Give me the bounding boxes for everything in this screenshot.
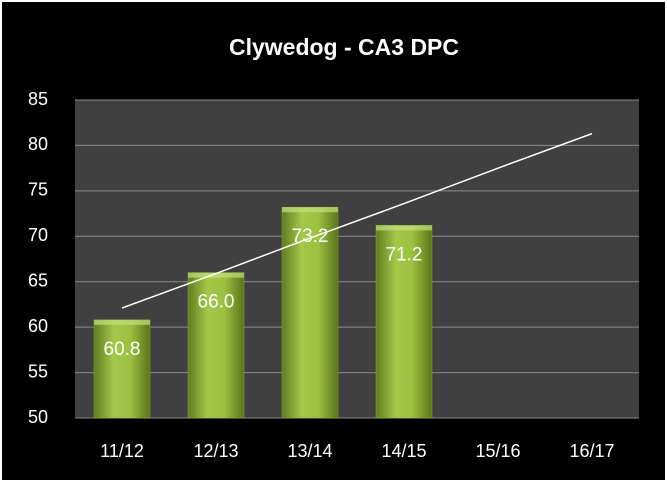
y-tick-label: 55 — [28, 361, 48, 381]
data-label: 73.2 — [292, 226, 329, 247]
x-tick-label: 12/13 — [193, 441, 238, 461]
chart-title: Clywedog - CA3 DPC — [229, 34, 459, 60]
x-tick-label: 16/17 — [569, 441, 614, 461]
x-tick-label: 13/14 — [287, 441, 332, 461]
y-tick-label: 70 — [28, 225, 48, 245]
bar-cap — [188, 272, 244, 278]
y-tick-label: 80 — [28, 134, 48, 154]
x-tick-label: 15/16 — [475, 441, 520, 461]
bar — [187, 272, 245, 419]
x-tick-label: 11/12 — [100, 441, 144, 461]
y-tick-label: 65 — [28, 270, 48, 290]
y-tick-label: 75 — [28, 180, 48, 200]
bar — [375, 225, 433, 419]
data-label: 60.8 — [104, 339, 141, 360]
y-tick-label: 60 — [28, 316, 48, 336]
y-tick-label: 50 — [28, 407, 48, 427]
bar — [281, 206, 339, 419]
y-tick-label: 85 — [28, 89, 48, 109]
plot-area — [75, 100, 639, 418]
bar-cap — [94, 319, 150, 325]
bar — [93, 319, 151, 419]
bar-cap — [376, 225, 432, 231]
data-label: 66.0 — [198, 292, 235, 313]
bar-cap — [282, 207, 338, 213]
trend-line — [121, 132, 593, 309]
data-label: 71.2 — [386, 244, 423, 265]
x-tick-label: 14/15 — [381, 441, 426, 461]
